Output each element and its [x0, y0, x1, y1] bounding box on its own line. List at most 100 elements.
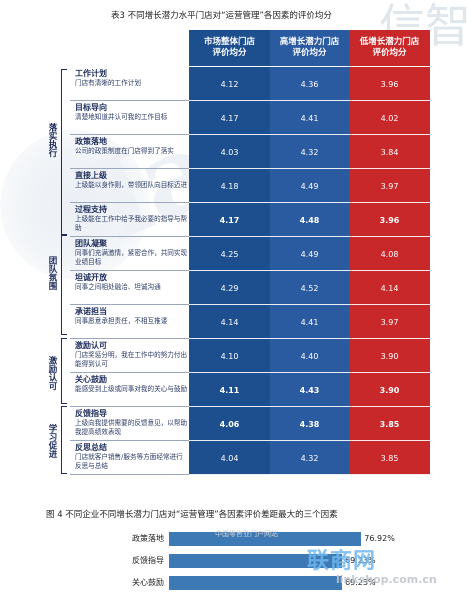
row-divider — [70, 440, 430, 441]
label-divider — [70, 474, 189, 475]
row-description: 公司的政策制度在门店得到了落实 — [75, 147, 174, 155]
row-label: 目标导向 清楚地知道并认可我的工作目标 — [70, 101, 189, 135]
score-high-potential: 4.49 — [270, 237, 349, 271]
header-line2: 评价均分 — [372, 48, 407, 58]
score-high-potential: 4.32 — [270, 441, 349, 475]
score-market-overall: 4.10 — [189, 339, 270, 373]
row-title: 工作计划 — [75, 69, 107, 78]
row-label: 关心鼓励 能感受到上级或同事对我的关心与鼓励 — [70, 373, 189, 407]
row-description: 门店奖惩分明，我在工作中的努力付出能得到认可 — [75, 351, 188, 368]
score-low-potential: 3.97 — [349, 169, 430, 203]
label-divider — [70, 304, 189, 305]
header-line2: 评价均分 — [292, 48, 327, 58]
row-title: 反思总结 — [75, 443, 107, 452]
row-description: 上级能在工作中给予我必要的指导与帮助 — [75, 215, 188, 232]
score-low-potential: 3.97 — [349, 305, 430, 339]
table-row: 反思总结 门店就客户销售/服务等方面经常进行反思与总结 4.04 4.32 3.85 — [70, 441, 430, 475]
score-market-overall: 4.17 — [189, 203, 270, 237]
row-divider — [70, 304, 430, 305]
header-line2: 评价均分 — [212, 48, 247, 58]
row-title: 直接上级 — [75, 171, 107, 180]
bar-value-label: 76.92% — [364, 534, 395, 543]
table-row: 目标导向 清楚地知道并认可我的工作目标 4.17 4.41 4.02 — [70, 101, 430, 135]
row-divider — [70, 100, 430, 101]
row-label: 过程支持 上级能在工作中给予我必要的指导与帮助 — [70, 203, 189, 237]
table-row: 反馈指导 上级向我提供需要的反馈意见，以帮助我提高绩效表现 4.06 4.38 3.85 — [70, 407, 430, 441]
bar-value-label: 69.23% — [345, 556, 376, 565]
site-url: linkshop.com.cn — [336, 573, 437, 586]
figure-title: 图 4 不同企业不同增长潜力门店对“运营管理”各因素评价差距最大的三个因素 — [46, 510, 338, 520]
row-title: 反馈指导 — [75, 409, 107, 418]
row-divider — [70, 474, 430, 475]
group-bracket — [61, 338, 67, 404]
score-high-potential: 4.40 — [270, 339, 349, 373]
bar-category-label: 反馈指导 — [132, 556, 164, 565]
row-divider — [70, 134, 430, 135]
table-row: 过程支持 上级能在工作中给予我必要的指导与帮助 4.17 4.48 3.96 — [70, 203, 430, 237]
score-market-overall: 4.29 — [189, 271, 270, 305]
site-logo: 联商网 — [307, 549, 377, 574]
header-high-potential: 高增长潜力门店 评价均分 — [270, 30, 349, 66]
score-high-potential: 4.38 — [270, 407, 349, 441]
group-label-text: 激励认可 — [47, 356, 57, 390]
score-low-potential: 3.96 — [349, 67, 430, 101]
row-description: 上级向我提供需要的反馈意见，以帮助我提高绩效表现 — [75, 419, 188, 436]
row-title: 承诺担当 — [75, 307, 107, 316]
score-low-potential: 3.96 — [349, 203, 430, 237]
row-title: 目标导向 — [75, 103, 107, 112]
row-title: 政策落地 — [75, 137, 107, 146]
row-divider — [70, 372, 430, 373]
score-market-overall: 4.25 — [189, 237, 270, 271]
row-label: 反馈指导 上级向我提供需要的反馈意见，以帮助我提高绩效表现 — [70, 407, 189, 441]
row-label: 团队凝聚 同事们充满激情，紧密合作，共同实现业绩目标 — [70, 237, 189, 271]
table-row: 直接上级 上级能以身作则，带领团队向目标迈进 4.18 4.49 3.97 — [70, 169, 430, 203]
score-low-potential: 3.84 — [349, 135, 430, 169]
score-high-potential: 4.43 — [270, 373, 349, 407]
score-low-potential: 3.90 — [349, 373, 430, 407]
row-label: 直接上级 上级能以身作则，带领团队向目标迈进 — [70, 169, 189, 203]
row-divider — [70, 236, 430, 237]
group-bracket — [61, 235, 67, 335]
group-label-team: 团队氛围 — [38, 240, 58, 306]
row-title: 关心鼓励 — [75, 375, 107, 384]
row-divider — [70, 406, 430, 407]
score-high-potential: 4.36 — [270, 67, 349, 101]
bar-row: 政策落地 76.92% — [70, 532, 430, 546]
score-market-overall: 4.11 — [189, 373, 270, 407]
row-description: 清楚地知道并认可我的工作目标 — [75, 113, 168, 121]
bar — [169, 554, 343, 568]
score-high-potential: 4.48 — [270, 203, 349, 237]
bar-category-label: 政策落地 — [132, 534, 164, 543]
score-high-potential: 4.41 — [270, 101, 349, 135]
table-row: 工作计划 门店有清晰的工作计划 4.12 4.36 3.96 — [70, 67, 430, 101]
bar-row: 反馈指导 69.23% — [70, 554, 430, 568]
bar — [169, 532, 362, 546]
score-low-potential: 3.90 — [349, 339, 430, 373]
group-bracket — [61, 406, 67, 474]
score-market-overall: 4.14 — [189, 305, 270, 339]
group-label-incentive: 激励认可 — [38, 344, 58, 402]
header-line1: 低增长潜力门店 — [359, 37, 420, 47]
group-label-text: 落实执行 — [47, 123, 57, 157]
watermark-logo — [0, 130, 150, 280]
row-divider — [70, 168, 430, 169]
row-title: 过程支持 — [75, 205, 107, 214]
label-divider — [70, 270, 189, 271]
label-divider — [70, 236, 189, 237]
row-description: 门店有清晰的工作计划 — [75, 79, 141, 87]
row-description: 同事之间相处融洽、坦诚沟通 — [75, 283, 161, 291]
group-label-text: 学习促进 — [47, 424, 57, 458]
table-row: 承诺担当 同事愿意承担责任，不相互推诿 4.14 4.41 3.97 — [70, 305, 430, 339]
table-row: 坦诚开放 同事之间相处融洽、坦诚沟通 4.29 4.52 4.14 — [70, 271, 430, 305]
row-divider — [70, 202, 430, 203]
bar — [169, 576, 343, 590]
row-description: 同事愿意承担责任，不相互推诿 — [75, 317, 168, 325]
table-row: 政策落地 公司的政策制度在门店得到了落实 4.03 4.32 3.84 — [70, 135, 430, 169]
score-low-potential: 3.85 — [349, 407, 430, 441]
score-low-potential: 4.14 — [349, 271, 430, 305]
group-label-execution: 落实执行 — [38, 105, 58, 175]
label-divider — [70, 168, 189, 169]
score-market-overall: 4.06 — [189, 407, 270, 441]
score-market-overall: 4.18 — [189, 169, 270, 203]
bar-value-label: 69.23% — [345, 578, 376, 587]
